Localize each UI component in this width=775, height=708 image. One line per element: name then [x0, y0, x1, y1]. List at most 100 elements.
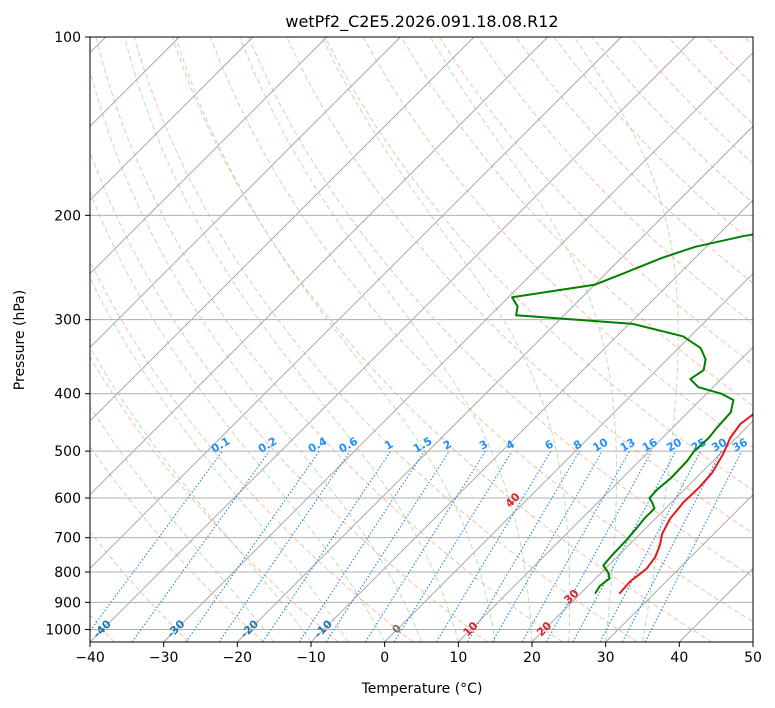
isotherm-line: [90, 37, 254, 201]
isotherm-line: [679, 567, 753, 642]
isotherm-line: [90, 37, 475, 422]
dry-adiabat-label: -10: [312, 617, 335, 640]
x-tick-label: 0: [380, 650, 389, 666]
chart-title: wetPf2_C2E5.2026.091.18.08.R12: [285, 12, 558, 32]
x-tick-label: 50: [744, 650, 762, 666]
dry-adiabat-line: [744, 37, 753, 47]
dry-adiabat-line: [553, 37, 753, 244]
mixing-ratio-label: 1: [382, 438, 395, 453]
x-tick-label: −40: [75, 650, 105, 666]
dry-adiabat-line: [438, 37, 753, 366]
dry-adiabat-line: [324, 37, 753, 491]
dry-adiabat-line: [248, 37, 753, 578]
isotherm-line: [458, 346, 753, 642]
x-tick-label: 10: [449, 650, 467, 666]
dry-adiabat-label: -40: [91, 617, 114, 640]
y-tick-label: 1000: [45, 622, 81, 638]
dry-adiabat-label: -50: [17, 617, 40, 640]
temperature-profile-line: [618, 413, 753, 595]
x-tick-label: −20: [223, 650, 253, 666]
x-tick-label: −30: [149, 650, 179, 666]
dry-adiabat-line: [90, 150, 488, 642]
y-tick-label: 600: [54, 491, 81, 507]
isotherm-line: [90, 37, 327, 275]
y-axis-label: Pressure (hPa): [12, 290, 28, 390]
mixing-ratio-line: [644, 450, 743, 642]
y-tick-label: 900: [54, 595, 81, 611]
moist-adiabat-line: [90, 67, 422, 642]
mixing-ratio-label: 8: [571, 438, 584, 453]
mixing-ratio-label: 36: [730, 435, 750, 454]
mixing-ratio-line: [599, 450, 702, 642]
plot-area: 0.10.20.40.611.52346810131620253036-100-…: [17, 37, 753, 642]
mixing-ratio-label: 10: [591, 435, 611, 454]
x-axis-label: Temperature (°C): [361, 681, 483, 697]
mixing-ratio-line: [185, 450, 320, 642]
mixing-ratio-label: 0.6: [337, 434, 361, 455]
mixing-ratio-line: [325, 450, 450, 642]
y-tick-label: 300: [54, 313, 81, 329]
moist-adiabat-line: [90, 190, 386, 642]
dry-adiabat-line: [90, 356, 339, 642]
mixing-ratio-line: [131, 450, 270, 642]
plot-frame: [89, 36, 754, 643]
mixing-ratio-line: [364, 450, 486, 642]
isotherm-line: [752, 641, 753, 642]
dry-adiabat-line: [90, 445, 264, 642]
moist-adiabat-line: [124, 37, 459, 642]
dry-adiabat-line: [706, 37, 753, 86]
moist-adiabat-line: [175, 37, 496, 642]
mixing-ratio-line: [521, 450, 630, 642]
dry-adiabat-line: [133, 37, 638, 642]
y-tick-label: 500: [54, 444, 81, 460]
moist-adiabat-line: [573, 37, 679, 642]
x-tick-label: 40: [670, 650, 688, 666]
dry-adiabat-label: -30: [164, 617, 187, 640]
moist-adiabat-line: [321, 37, 571, 642]
dry-adiabat-line: [171, 37, 712, 642]
dewpoint-profile-line: [511, 233, 753, 595]
isotherm-line: [163, 52, 753, 642]
y-tick-label: 200: [54, 208, 81, 224]
dry-adiabat-label: 20: [534, 619, 554, 639]
axis-ticks: −40 −30 −20 −10 0 10 20 30 40 50 100 200 300 400 500 60…: [45, 30, 762, 666]
mixing-ratio-label: 16: [640, 435, 660, 454]
dry-adiabat-label: 10: [461, 619, 481, 639]
y-tick-label: 800: [54, 565, 81, 581]
dry-adiabat-line: [90, 259, 414, 642]
mixing-ratio-label: 20: [664, 435, 684, 454]
dry-adiabat-line: [90, 531, 190, 642]
dry-adiabat-line: [210, 37, 753, 623]
moist-adiabat-line: [429, 37, 617, 642]
mixing-ratio-label: 0.1: [209, 435, 232, 456]
mixing-ratio-line: [393, 450, 513, 642]
dry-adiabat-line: [591, 37, 753, 204]
mixing-ratio-label: 25: [689, 436, 709, 455]
moist-adiabat-line: [90, 405, 275, 642]
mixing-ratio-line: [298, 450, 425, 642]
isotherm-line: [90, 37, 548, 496]
isotherm-line: [237, 125, 753, 642]
dry-adiabat-line: [668, 37, 753, 125]
isotherm-line: [310, 199, 753, 642]
y-tick-label: 700: [54, 531, 81, 547]
dry-adiabat-line: [400, 37, 753, 407]
x-tick-label: −10: [296, 650, 326, 666]
isotherm-line: [384, 273, 753, 642]
isotherm-line: [605, 494, 753, 642]
mixing-ratio-line: [545, 450, 653, 642]
mixing-ratio-line: [572, 450, 677, 642]
isotherm-line: [90, 37, 696, 642]
dry-adiabat-label: 30: [561, 586, 581, 606]
mixing-ratio-line: [262, 450, 392, 642]
isotherm-line: [90, 37, 622, 569]
x-tick-label: 20: [523, 650, 541, 666]
moist-adiabat-line: [90, 276, 349, 642]
dry-adiabat-line: [515, 37, 753, 284]
mixing-ratio-label: 13: [618, 436, 638, 455]
mixing-ratio-label: 0.4: [306, 434, 330, 455]
x-tick-label: 30: [597, 650, 615, 666]
isotherm-line: [90, 37, 401, 348]
isotherm-line: [531, 420, 753, 642]
